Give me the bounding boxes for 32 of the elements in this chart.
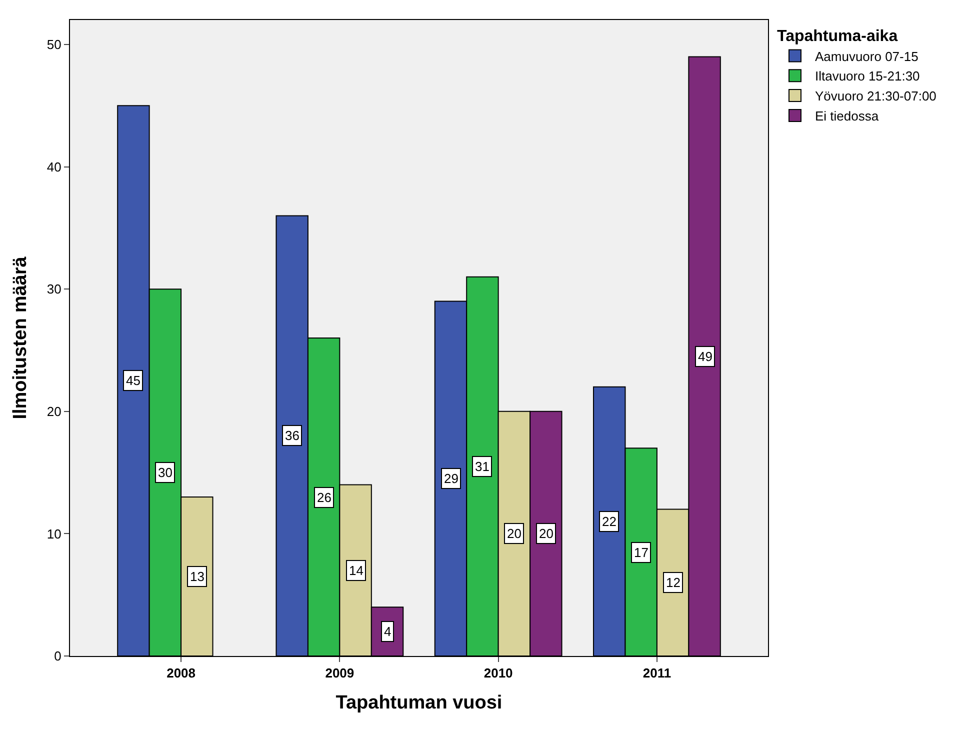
data-label: 4	[384, 624, 392, 639]
y-tick-label: 30	[46, 282, 62, 297]
data-label: 36	[285, 428, 300, 443]
data-label: 20	[539, 526, 554, 541]
x-tick-label: 2011	[642, 666, 672, 681]
y-tick-label: 0	[54, 648, 62, 664]
data-label: 13	[190, 569, 204, 584]
legend-label: Aamuvuoro 07-15	[814, 48, 918, 64]
data-label: 31	[475, 459, 490, 474]
x-axis-title: Tapahtuman vuosi	[336, 692, 502, 714]
legend-label: Yövuoro 21:30-07:00	[814, 88, 936, 104]
legend-label: Iltavuoro 15-21:30	[814, 68, 920, 84]
data-label: 29	[444, 471, 458, 486]
x-tick-label: 2009	[325, 666, 354, 681]
data-label: 49	[698, 349, 712, 364]
legend-label: Ei tiedossa	[814, 108, 880, 124]
data-label: 26	[317, 490, 332, 505]
x-tick-label: 2008	[166, 666, 196, 681]
y-tick-label: 50	[46, 37, 62, 52]
data-label: 45	[126, 373, 140, 388]
data-label: 12	[666, 575, 680, 590]
x-tick-label: 2010	[484, 666, 513, 681]
data-label: 17	[634, 545, 648, 560]
legend-title: Tapahtuma-aika	[776, 28, 898, 45]
y-axis-title: Ilmoitusten määrä	[10, 256, 31, 420]
data-label: 30	[158, 465, 172, 480]
y-tick-label: 20	[46, 404, 62, 419]
data-label: 14	[349, 563, 364, 578]
data-label: 22	[602, 514, 616, 529]
y-tick-label: 10	[46, 526, 62, 542]
y-tick-label: 40	[46, 159, 62, 174]
data-label: 20	[507, 526, 522, 541]
